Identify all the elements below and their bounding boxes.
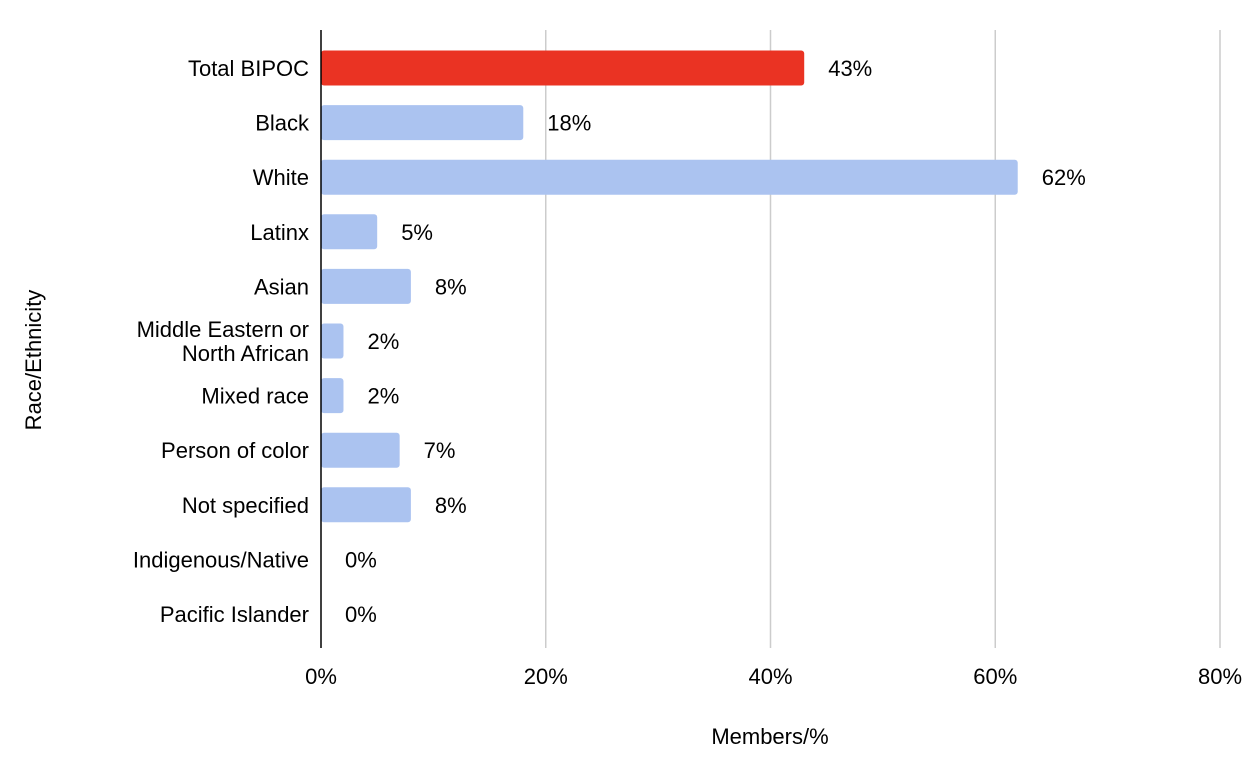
bar-0	[321, 50, 805, 86]
y-axis-title: Race/Ethnicity	[21, 290, 46, 431]
category-label-1: Black	[255, 111, 310, 136]
x-tick-label-4: 80%	[1198, 664, 1242, 689]
category-label-0: Total BIPOC	[188, 56, 309, 81]
bar-4	[321, 268, 411, 304]
x-tick-label-2: 40%	[748, 664, 792, 689]
data-label-7: 7%	[424, 438, 456, 463]
category-label-3: Latinx	[250, 220, 309, 245]
category-label-4: Asian	[254, 274, 309, 299]
x-tick-label-1: 20%	[524, 664, 568, 689]
x-axis-title: Members/%	[711, 724, 828, 749]
data-label-2: 62%	[1042, 165, 1086, 190]
data-label-0: 43%	[828, 56, 872, 81]
x-tick-label-3: 60%	[973, 664, 1017, 689]
data-label-9: 0%	[345, 547, 377, 572]
x-tick-label-0: 0%	[305, 664, 337, 689]
category-label-2: White	[253, 165, 309, 190]
category-label-10: Pacific Islander	[160, 602, 309, 627]
data-label-8: 8%	[435, 493, 467, 518]
data-label-1: 18%	[547, 111, 591, 136]
x-tick-labels: 0% 20% 40% 60% 80%	[305, 664, 1242, 689]
data-label-4: 8%	[435, 274, 467, 299]
bar-5	[321, 323, 344, 359]
data-label-6: 2%	[367, 384, 399, 409]
bar-3	[321, 214, 378, 250]
data-labels: 43% 18% 62% 5% 8% 2% 2% 7% 8% 0% 0%	[345, 56, 1086, 627]
category-label-8: Not specified	[182, 493, 309, 518]
category-labels: Total BIPOC Black White Latinx Asian Middle E…	[133, 56, 310, 627]
bar-6	[321, 378, 344, 414]
bar-2	[321, 159, 1018, 195]
bar-1	[321, 105, 524, 141]
category-label-6: Mixed race	[201, 384, 309, 409]
gridlines	[545, 30, 1221, 648]
category-label-7: Person of color	[161, 438, 309, 463]
category-label-9: Indigenous/Native	[133, 547, 309, 572]
bars	[321, 50, 1018, 523]
data-label-10: 0%	[345, 602, 377, 627]
data-label-5: 2%	[367, 329, 399, 354]
bar-8	[321, 487, 411, 523]
bar-7	[321, 432, 400, 468]
category-label-5: Middle Eastern or North African	[137, 317, 309, 366]
data-label-3: 5%	[401, 220, 433, 245]
